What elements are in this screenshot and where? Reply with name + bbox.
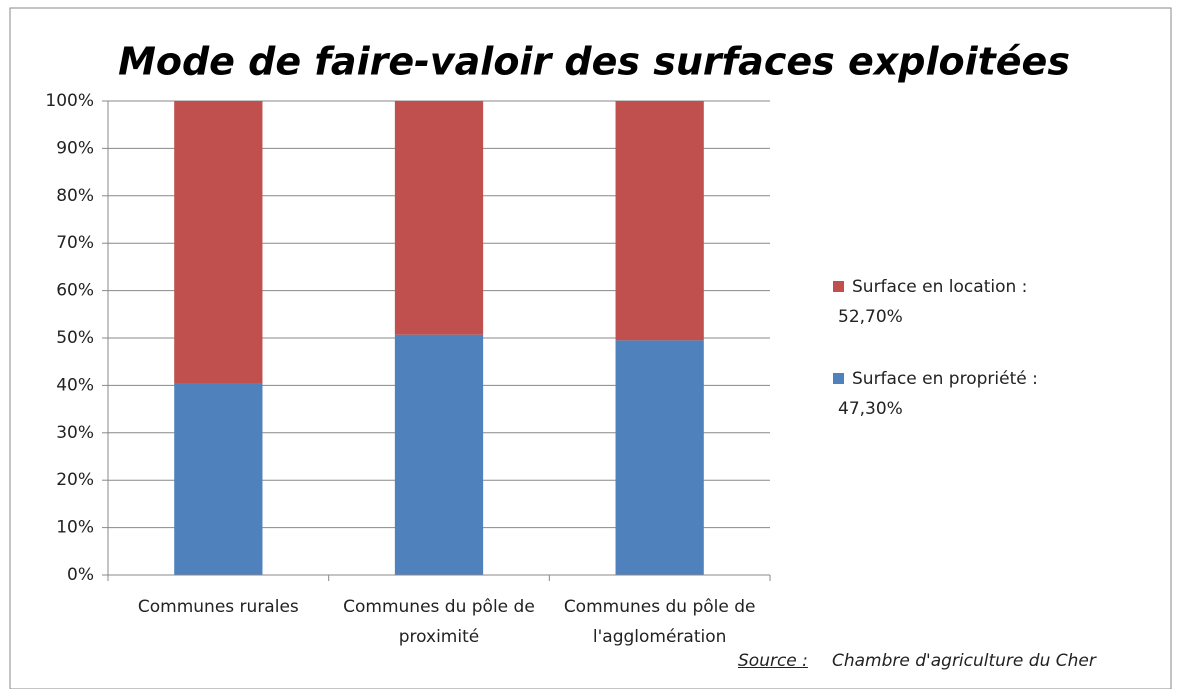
source: Chambre d'agriculture du Cher <box>832 651 1096 671</box>
bar-segment <box>394 334 484 575</box>
y-tick-label: 70% <box>56 233 94 253</box>
x-tick-label: Communes du pôle de proximité <box>343 597 535 647</box>
legend-label: Surface en propriété : 47,30% <box>838 369 1038 419</box>
y-tick-label: 10% <box>56 518 94 538</box>
bar-segment <box>174 101 263 384</box>
bar-segment <box>394 101 484 335</box>
source-label: Source : <box>738 651 808 671</box>
bar-segment <box>615 101 704 341</box>
chart-title: Mode de faire-valoir des surfaces exploi… <box>118 40 1070 84</box>
bar-segment <box>174 383 263 575</box>
y-tick-label: 100% <box>45 91 94 111</box>
y-tick-label: 40% <box>56 375 94 395</box>
legend-swatch <box>833 281 844 292</box>
y-tick-label: 50% <box>56 328 94 348</box>
y-tick-label: 90% <box>56 138 94 158</box>
x-tick-label: Communes du pôle de l'agglomération <box>563 597 756 647</box>
bar-segment <box>615 340 704 575</box>
legend-swatch <box>833 373 844 384</box>
y-tick-label: 80% <box>56 186 94 206</box>
legend-label: Surface en location : 52,70% <box>838 277 1028 327</box>
y-tick-label: 20% <box>56 470 94 490</box>
y-tick-label: 60% <box>56 281 94 301</box>
y-tick-label: 0% <box>67 565 94 585</box>
x-tick-label: Communes rurales <box>137 597 299 617</box>
y-tick-label: 30% <box>56 423 94 443</box>
